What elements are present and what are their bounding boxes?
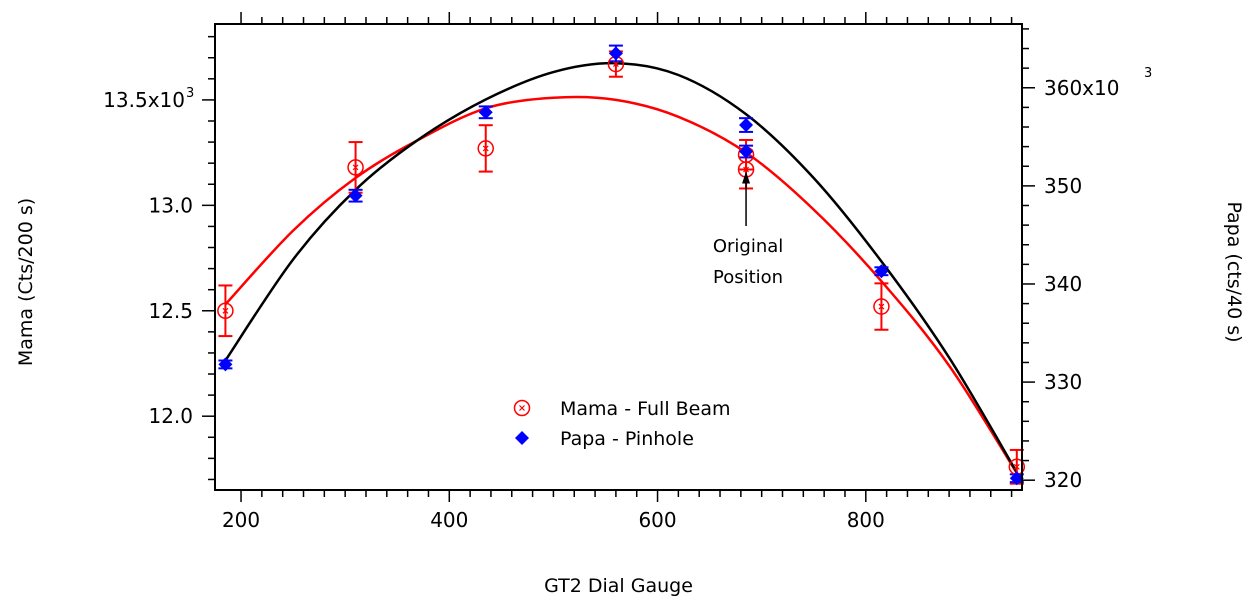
legend-marker-circle (513, 399, 531, 417)
legend: Mama - Full Beam Papa - Pinhole (513, 398, 731, 450)
data-point-papa (348, 188, 363, 203)
data-point-papa (739, 118, 754, 133)
marker-circle (477, 140, 494, 157)
data-point-papa (218, 357, 233, 372)
marker-cross (612, 61, 619, 67)
data-point-papa (739, 144, 754, 159)
legend-label-mama: Mama - Full Beam (560, 398, 731, 420)
data-point-papa (874, 264, 889, 279)
x-tick-label: 800 (847, 508, 885, 532)
marker-cross (222, 307, 229, 314)
data-point-papa (1009, 471, 1024, 486)
annotation-text-line-1: Original (713, 236, 783, 257)
data-point-mama (347, 159, 364, 176)
y-right-tick-label: 360x10 (1044, 76, 1119, 100)
data-point-papa (478, 105, 493, 120)
y-axis-left-title: Mama (Cts/200 s) (15, 198, 37, 366)
x-axis-title: GT2 Dial Gauge (544, 575, 693, 597)
y-right-tick-label: 340 (1044, 272, 1082, 296)
data-point-mama (217, 302, 234, 320)
marker-circle (347, 159, 364, 176)
data-markers (217, 46, 1026, 486)
marker-cross (1013, 463, 1020, 470)
x-tick-label: 400 (430, 508, 468, 532)
y-right-tick-label: 320 (1044, 468, 1082, 492)
legend-marker-mama (513, 399, 531, 417)
annotation-text-line-2: Position (713, 267, 783, 288)
y-left-tick-label: 12.5 (148, 299, 193, 323)
marker-cross (878, 303, 885, 310)
data-point-papa (608, 46, 623, 61)
y-right-tick-label: 350 (1044, 174, 1082, 198)
legend-label-papa: Papa - Pinhole (560, 428, 694, 450)
data-point-mama (873, 298, 890, 315)
fit-curve-mama (224, 95, 1018, 474)
axis-ticks (202, 12, 1035, 502)
annotation-original-position: Original Position (713, 171, 783, 288)
annotation-arrow-head (742, 171, 751, 184)
y-left-tick-label: 13.5x10 (103, 88, 185, 112)
y-right-tick-label: 330 (1044, 370, 1082, 394)
fit-curves (224, 61, 1018, 474)
marker-cross (352, 164, 359, 171)
y-left-exponent: 3 (186, 86, 194, 101)
data-point-mama (477, 140, 494, 157)
legend-marker-cross (519, 405, 525, 411)
fit-curve-papa (224, 61, 1018, 473)
x-tick-label: 200 (222, 508, 260, 532)
marker-cross (743, 166, 749, 173)
y-right-exponent: 3 (1144, 66, 1152, 81)
marker-circle (217, 302, 234, 320)
marker-cross (482, 145, 489, 152)
y-axis-right-title: Papa (cts/40 s) (1223, 201, 1245, 342)
y-left-tick-label: 13.0 (148, 193, 193, 217)
plot-frame (214, 23, 1023, 491)
x-tick-label: 600 (638, 508, 676, 532)
y-left-tick-label: 12.0 (148, 404, 193, 428)
marker-circle (873, 298, 890, 315)
legend-marker-papa (515, 431, 529, 445)
